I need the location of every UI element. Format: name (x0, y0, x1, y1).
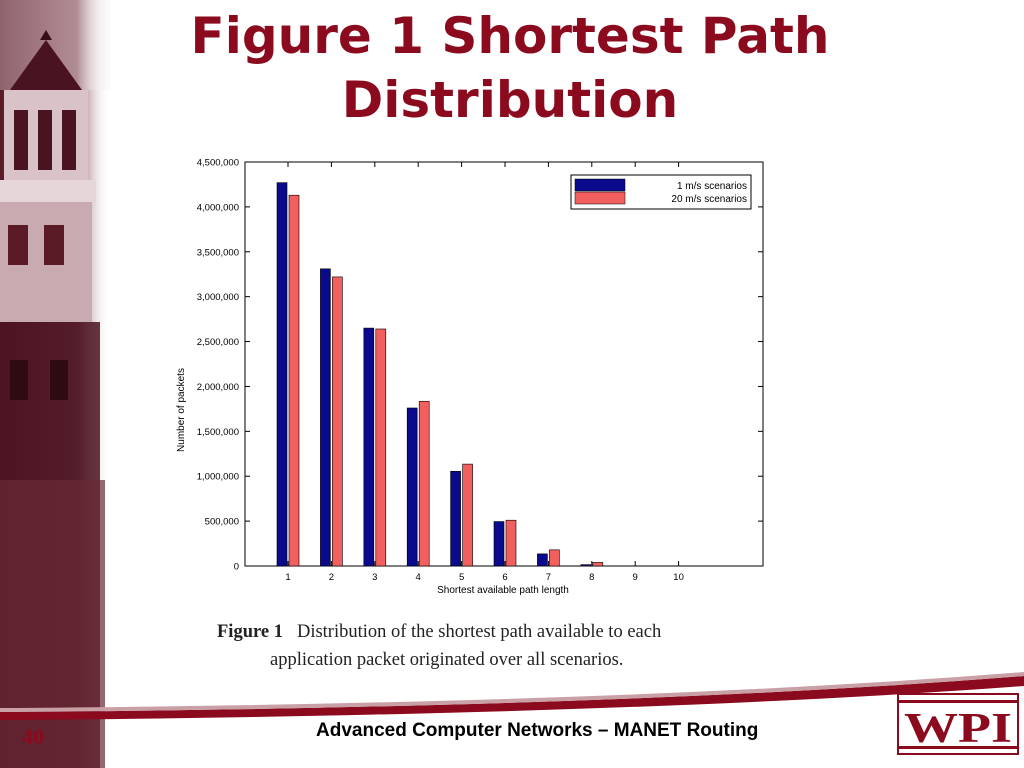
y-tick-label: 4,500,000 (197, 158, 239, 169)
bar-20ms-1 (288, 194, 300, 567)
bar-20ms-6 (505, 519, 517, 567)
x-tick-label: 7 (546, 572, 551, 583)
legend: 1 m/s scenarios 20 m/s scenarios (570, 174, 752, 210)
x-tick-label: 2 (329, 572, 334, 583)
x-tick-label: 1 (285, 572, 290, 583)
y-tick-label: 3,500,000 (197, 247, 239, 258)
figure-caption: Figure 1 Distribution of the shortest pat… (217, 618, 777, 674)
bar-1ms-1 (276, 182, 288, 567)
bar-1ms-8 (580, 564, 592, 567)
legend-swatch (574, 191, 626, 205)
bar-1ms-6 (493, 521, 505, 567)
bar-20ms-2 (332, 276, 343, 567)
bar-1ms-3 (363, 327, 375, 567)
bar-20ms-3 (375, 328, 387, 567)
slide-title: Figure 1 Shortest Path Distribution (190, 7, 830, 129)
svg-text:WPI: WPI (904, 706, 1012, 752)
wpi-logo: WPI (897, 693, 1019, 755)
legend-label: 20 m/s scenarios (671, 194, 747, 205)
y-tick-label: 2,000,000 (197, 382, 239, 393)
footer-text: Advanced Computer Networks – MANET Routi… (316, 720, 759, 741)
x-tick-label: 4 (416, 572, 421, 583)
slide-number: 40 (22, 724, 44, 749)
bar-1ms-7 (537, 553, 548, 567)
bar-20ms-7 (549, 549, 560, 567)
y-tick-label: 2,500,000 (197, 337, 239, 348)
y-axis-label: Number of packets (176, 368, 187, 452)
bar-1ms-4 (406, 407, 418, 567)
y-tick-label: 1,000,000 (197, 472, 239, 483)
legend-label: 1 m/s scenarios (677, 181, 747, 192)
y-tick-label: 4,000,000 (197, 202, 239, 213)
caption-label: Figure 1 (217, 622, 283, 642)
y-tick-label: 1,500,000 (197, 427, 239, 438)
x-axis-label: Shortest available path length (437, 585, 569, 596)
y-tick-label: 3,000,000 (197, 292, 239, 303)
x-tick-label: 3 (372, 572, 377, 583)
caption-line-2: application packet originated over all s… (270, 650, 624, 670)
y-tick-label: 0 (234, 562, 239, 573)
legend-swatch (574, 178, 626, 192)
x-tick-label: 6 (502, 572, 507, 583)
plot-area: 0 500,000 1,000,000 1,500,000 2,000,000 2,500… (197, 158, 764, 583)
x-tick-label: 8 (589, 572, 594, 583)
bar-20ms-4 (418, 400, 430, 567)
bar-20ms-5 (462, 463, 473, 567)
bar-20ms-8 (592, 562, 604, 567)
y-tick-label: 500,000 (205, 517, 239, 528)
x-tick-label: 10 (673, 572, 684, 583)
x-tick-label: 5 (459, 572, 464, 583)
caption-line-1: Distribution of the shortest path availa… (296, 622, 662, 642)
x-tick-label: 9 (633, 572, 638, 583)
bar-chart: 0 500,000 1,000,000 1,500,000 2,000,000 2,500… (176, 158, 764, 596)
clock-tower-photo (0, 0, 110, 768)
bar-1ms-2 (320, 268, 331, 567)
plot-frame (244, 161, 764, 567)
footer-swoosh (0, 672, 1024, 720)
bar-1ms-5 (450, 470, 461, 567)
